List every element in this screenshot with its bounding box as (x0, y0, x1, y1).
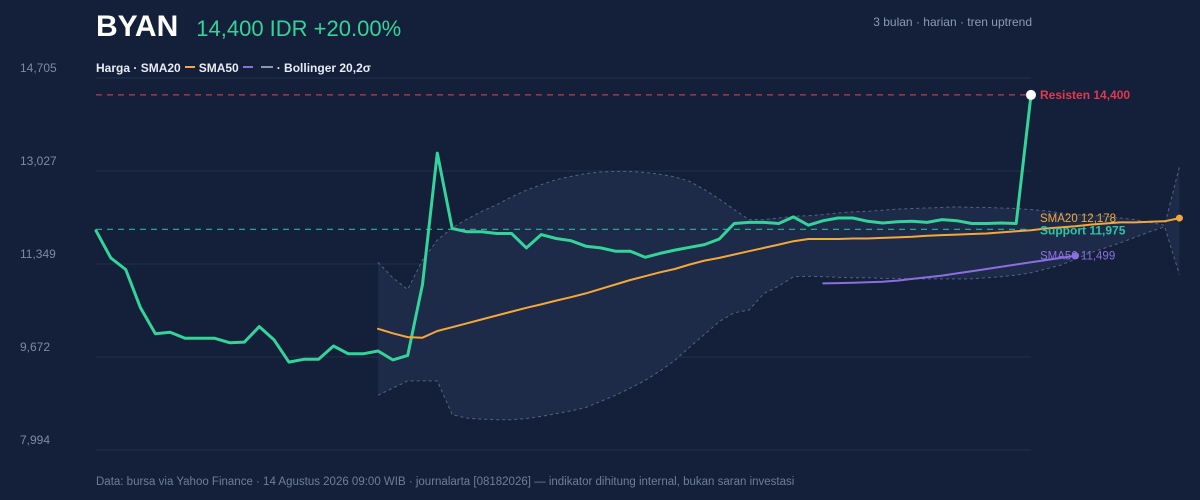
bollinger-band-area (378, 167, 1180, 420)
sma20-end-point (1175, 214, 1183, 222)
legend-sma20-swatch (184, 65, 195, 68)
y-tick-label: 13,027 (20, 154, 57, 168)
legend-price: Harga (96, 61, 131, 75)
price-end-point (1026, 89, 1036, 100)
legend-separator: · (130, 61, 141, 75)
sma50-end-label: SMA50 11,499 (1040, 251, 1115, 263)
legend-sma50: SMA50 (198, 61, 239, 75)
price-quote: 14,400 IDR +20.00% (196, 16, 402, 41)
sma50-line (822, 254, 1077, 285)
legend-bollinger-swatch (260, 65, 273, 68)
sma20-line (377, 217, 1181, 339)
y-tick-label: 9,672 (20, 340, 50, 354)
chart-legend: Harga · SMA20 SMA50 · Bollinger 20,2σ (96, 61, 371, 75)
legend-sma20: SMA20 (140, 61, 181, 75)
price-line (94, 93, 1033, 364)
data-source-footer: Data: bursa via Yahoo Finance · 14 Agust… (96, 476, 795, 488)
sma50-end-point (1072, 252, 1080, 260)
y-tick-label: 14,705 (20, 61, 57, 75)
y-tick-label: 7,994 (20, 433, 50, 447)
legend-bollinger: · Bollinger 20,2σ (276, 61, 371, 75)
y-tick-label: 11,349 (20, 247, 56, 261)
chart-meta: 3 bulan · harian · tren uptrend (873, 15, 1032, 29)
legend-sma50-swatch (242, 65, 253, 68)
support-label: Support 11,975 (1040, 223, 1126, 237)
resistance-label: Resisten 14,400 (1040, 88, 1130, 102)
sma20-end-label: SMA20 12,178 (1040, 213, 1116, 225)
header: BYAN 14,400 IDR +20.00% (96, 10, 401, 44)
ticker-symbol: BYAN (96, 10, 179, 43)
